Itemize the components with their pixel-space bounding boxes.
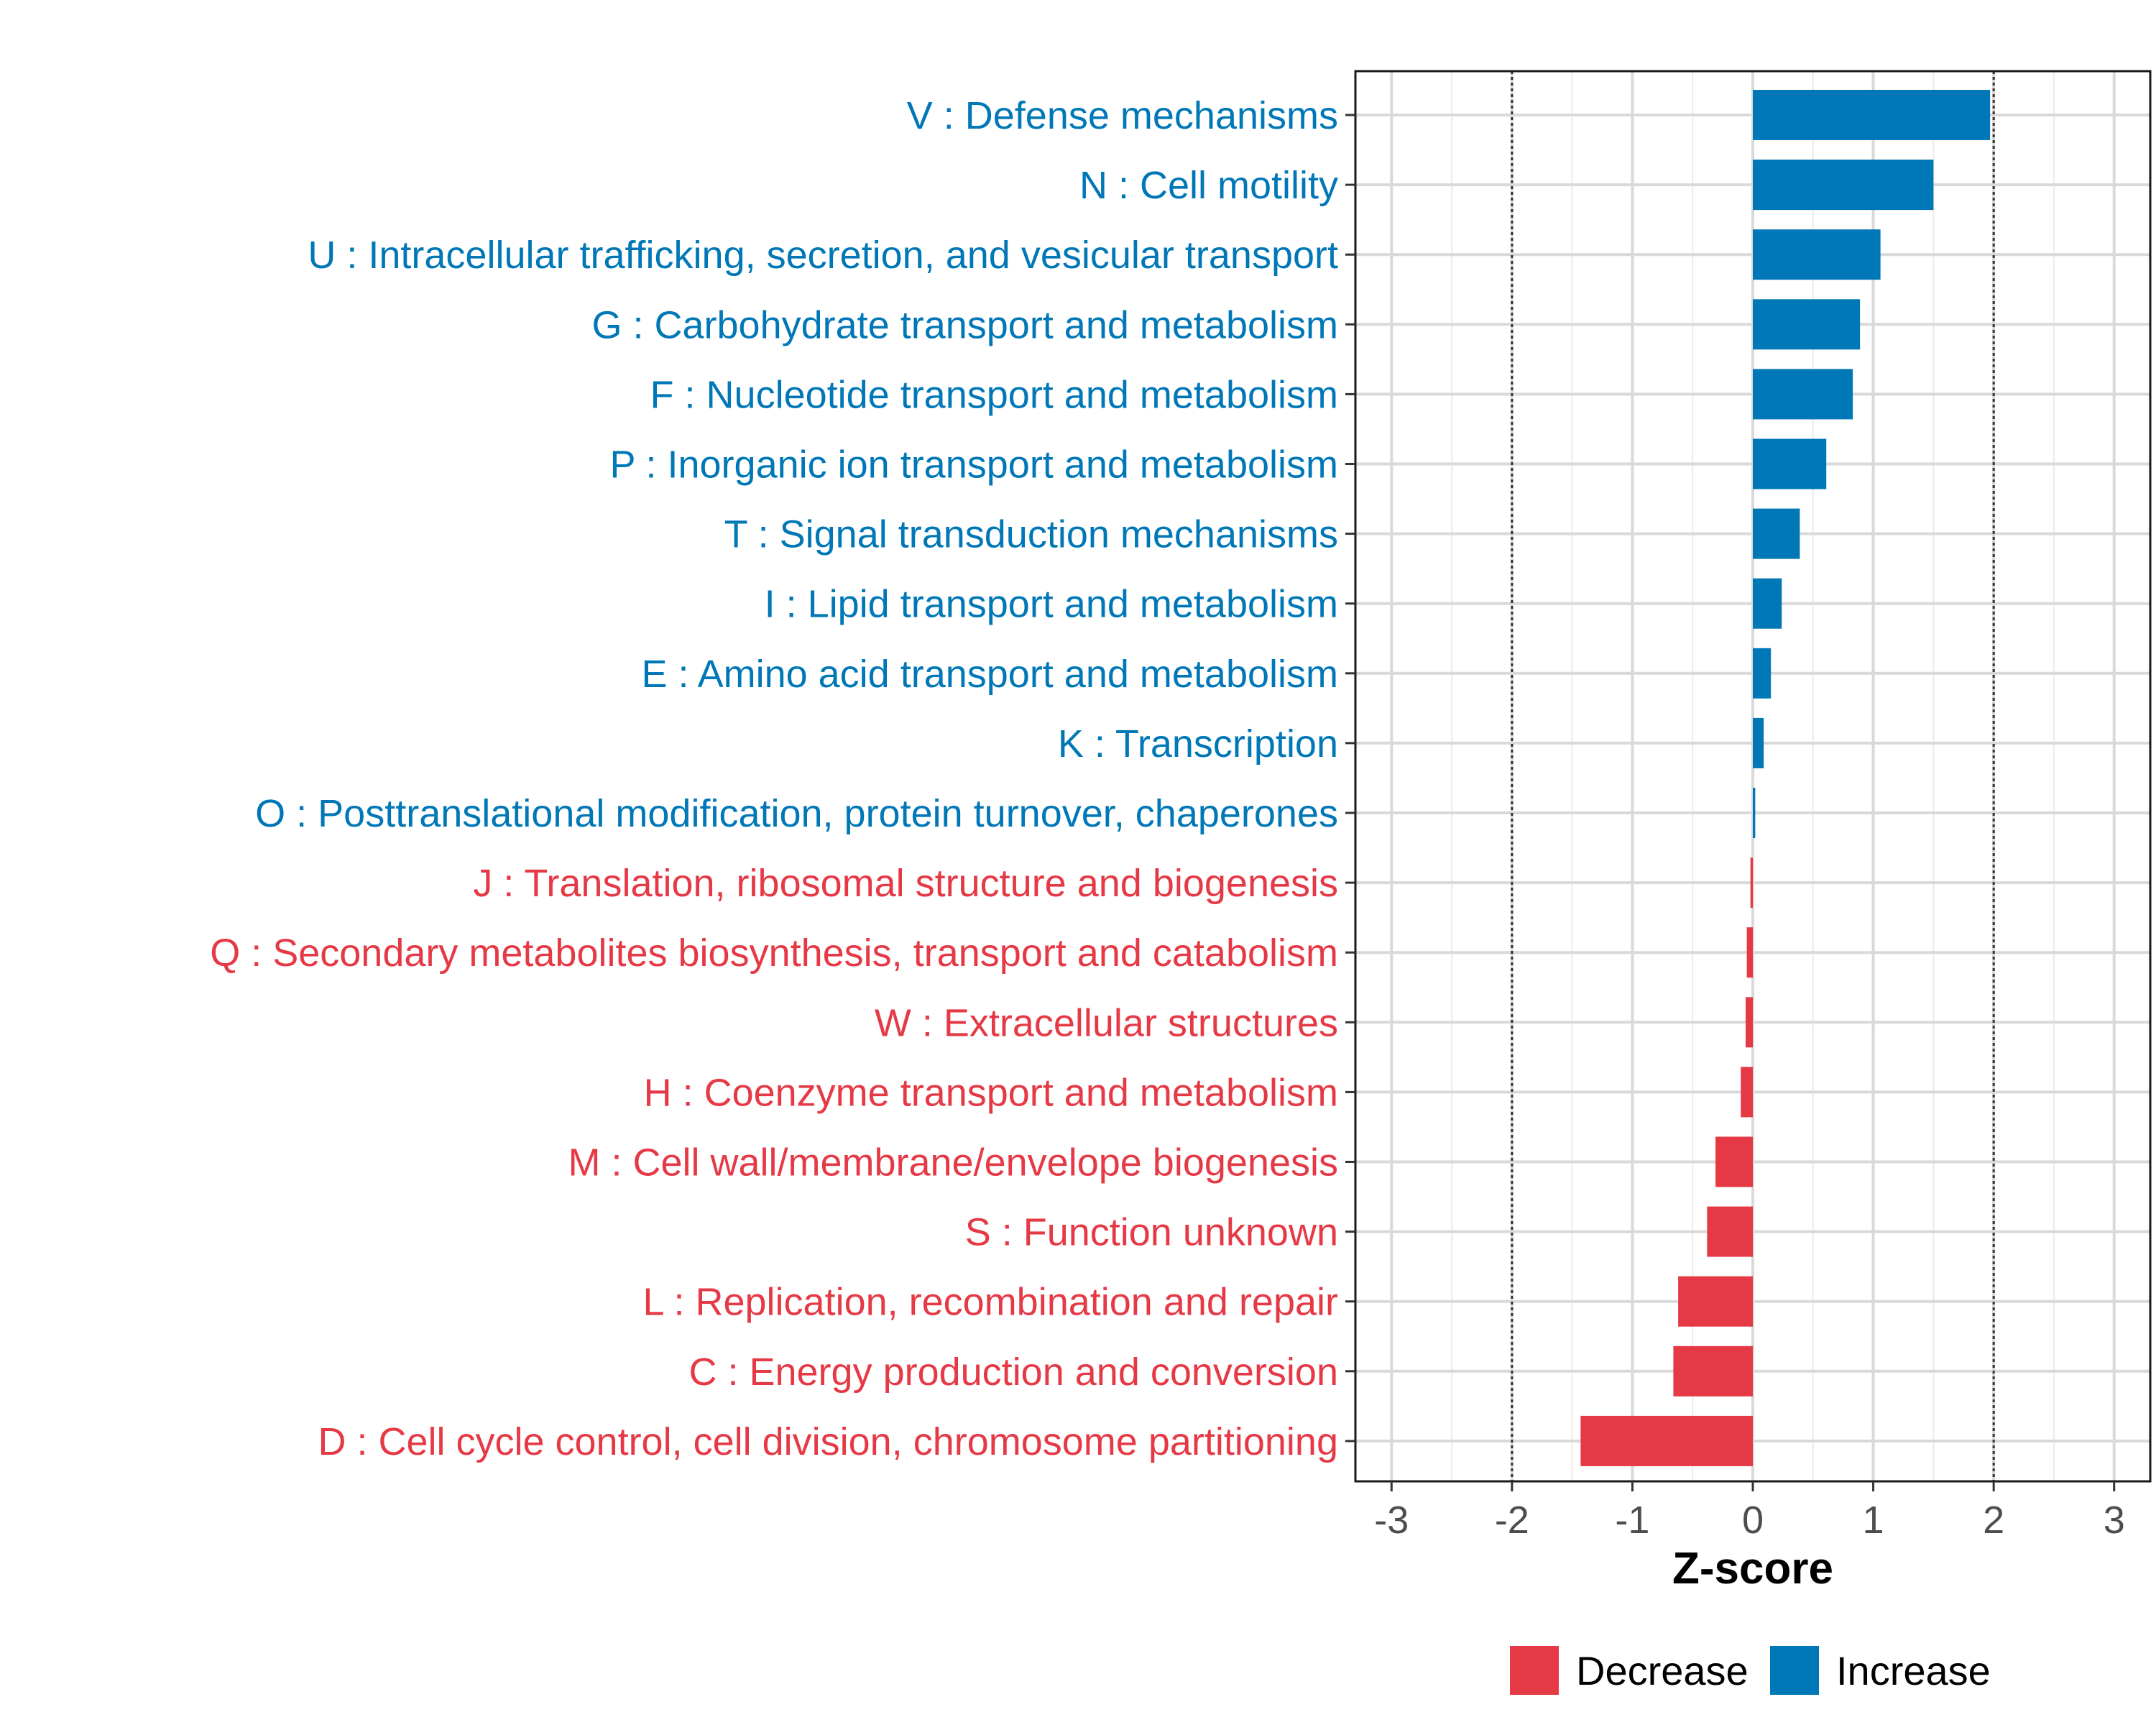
x-tick-label: -2: [1495, 1499, 1529, 1542]
bar: [1715, 1136, 1753, 1187]
category-label: U : Intracellular trafficking, secretion…: [308, 234, 1338, 277]
x-tick-label: 2: [1983, 1499, 2004, 1542]
bar: [1753, 299, 1861, 350]
x-tick-label: -3: [1374, 1499, 1409, 1542]
x-tick-label: 3: [2104, 1499, 2125, 1542]
bar: [1678, 1276, 1753, 1327]
x-tick-label: -1: [1615, 1499, 1649, 1542]
bar: [1750, 857, 1753, 908]
bar: [1753, 229, 1881, 280]
bar: [1741, 1067, 1753, 1118]
category-label: W : Extracellular structures: [875, 1001, 1338, 1044]
bar: [1753, 369, 1853, 420]
category-label: H : Coenzyme transport and metabolism: [644, 1071, 1338, 1114]
bar: [1753, 788, 1756, 838]
category-label: D : Cell cycle control, cell division, c…: [318, 1420, 1338, 1463]
x-axis-label: Z-score: [1672, 1544, 1833, 1593]
category-label: V : Defense mechanisms: [907, 94, 1338, 137]
x-axis: -3 -2 -1 0 1 2 3: [1374, 1481, 2125, 1542]
category-label: S : Function unknown: [965, 1211, 1338, 1254]
bar: [1753, 648, 1772, 699]
category-label: T : Signal transduction mechanisms: [724, 513, 1338, 556]
bar: [1673, 1346, 1753, 1397]
bar: [1753, 90, 1991, 140]
bar: [1753, 578, 1782, 629]
bar: [1753, 438, 1827, 489]
legend-label: Decrease: [1576, 1648, 1749, 1693]
legend: Decrease Increase: [1510, 1646, 1991, 1695]
legend-key: [1770, 1646, 1819, 1695]
bar: [1707, 1206, 1753, 1257]
category-label: E : Amino acid transport and metabolism: [642, 653, 1338, 696]
legend-label: Increase: [1836, 1648, 1991, 1693]
bar: [1580, 1415, 1753, 1466]
category-label: K : Transcription: [1058, 722, 1338, 765]
bar: [1753, 160, 1934, 211]
category-label: P : Inorganic ion transport and metaboli…: [609, 443, 1338, 487]
category-label: C : Energy production and conversion: [688, 1351, 1338, 1394]
bar: [1745, 997, 1753, 1048]
category-label: M : Cell wall/membrane/envelope biogenes…: [568, 1141, 1338, 1184]
category-label: Q : Secondary metabolites biosynthesis, …: [210, 932, 1338, 975]
x-tick-label: 0: [1742, 1499, 1764, 1542]
bar: [1753, 717, 1764, 768]
bar: [1746, 927, 1753, 978]
category-label: L : Replication, recombination and repai…: [642, 1281, 1338, 1324]
category-label: J : Translation, ribosomal structure and…: [473, 862, 1338, 905]
category-labels: V : Defense mechanisms N : Cell motility U…: [210, 94, 1355, 1463]
category-label: N : Cell motility: [1079, 164, 1338, 207]
category-label: F : Nucleotide transport and metabolism: [650, 373, 1338, 416]
legend-key: [1510, 1646, 1559, 1695]
bar: [1753, 508, 1800, 559]
category-label: O : Posttranslational modification, prot…: [255, 792, 1338, 835]
threshold-lines: [1511, 71, 1995, 1481]
category-label: I : Lipid transport and metabolism: [765, 583, 1338, 626]
category-label: G : Carbohydrate transport and metabolis…: [592, 303, 1339, 346]
x-tick-label: 1: [1863, 1499, 1884, 1542]
bars: [1580, 90, 1991, 1466]
